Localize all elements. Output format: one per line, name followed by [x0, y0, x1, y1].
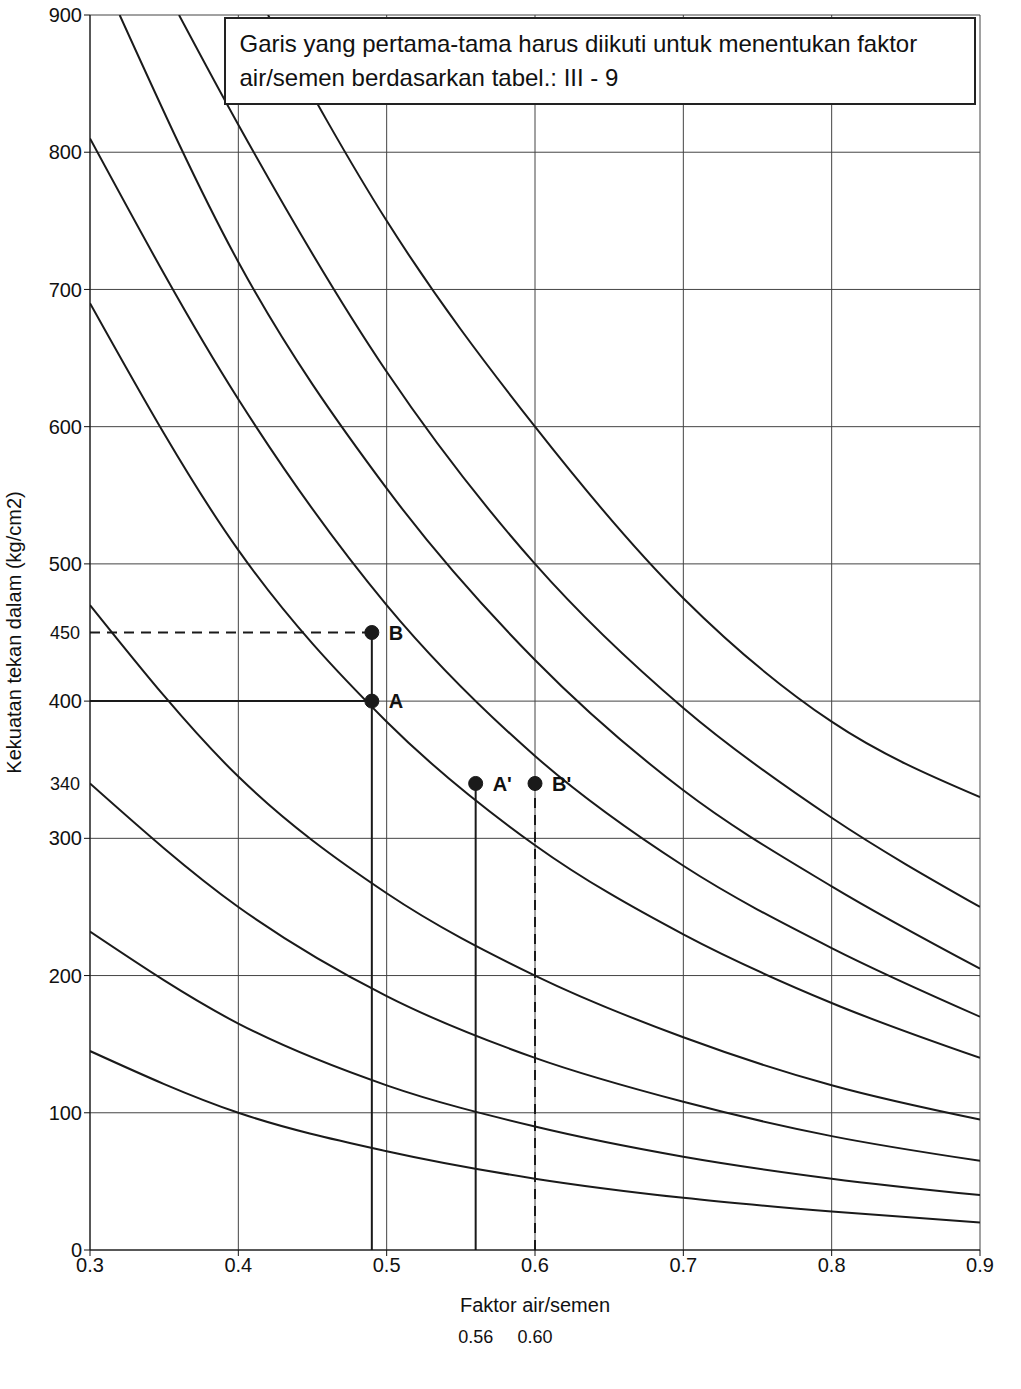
svg-text:700: 700	[49, 279, 82, 301]
svg-text:200: 200	[49, 965, 82, 987]
svg-text:B: B	[389, 622, 403, 644]
svg-text:0.3: 0.3	[76, 1254, 104, 1277]
svg-text:900: 900	[49, 4, 82, 26]
svg-text:Faktor air/semen: Faktor air/semen	[460, 1294, 610, 1316]
svg-text:0.9: 0.9	[966, 1254, 994, 1276]
svg-text:Kekuatan tekan dalam (kg/cm2): Kekuatan tekan dalam (kg/cm2)	[3, 491, 25, 773]
svg-text:100: 100	[49, 1102, 82, 1124]
svg-text:0.7: 0.7	[669, 1254, 697, 1276]
svg-text:0.56: 0.56	[458, 1327, 493, 1347]
svg-text:800: 800	[49, 141, 82, 163]
svg-text:0.6: 0.6	[521, 1254, 549, 1276]
svg-text:0.4: 0.4	[224, 1254, 252, 1276]
svg-text:450: 450	[50, 623, 80, 643]
html-text:Garis yang pertama-tama harus: Garis yang pertama-tama harus diikuti un…	[239, 30, 918, 91]
svg-text:0: 0	[71, 1239, 82, 1261]
svg-text:A: A	[389, 690, 403, 712]
svg-text:400: 400	[49, 690, 82, 712]
svg-text:A': A'	[493, 773, 512, 795]
svg-text:300: 300	[49, 827, 82, 849]
svg-text:B': B'	[552, 773, 571, 795]
svg-text:500: 500	[49, 553, 82, 575]
svg-text:0.5: 0.5	[373, 1254, 401, 1276]
svg-text:600: 600	[49, 416, 82, 438]
svg-text:0.60: 0.60	[517, 1327, 552, 1347]
svg-text:340: 340	[50, 774, 80, 794]
svg-text:0.8: 0.8	[818, 1254, 846, 1276]
